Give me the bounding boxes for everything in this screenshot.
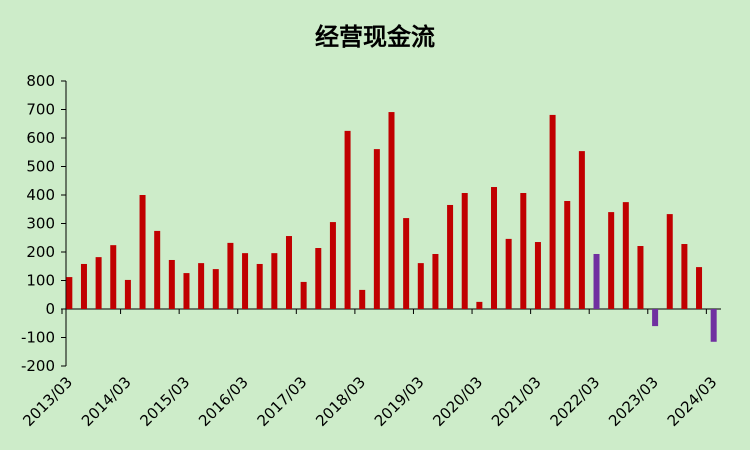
y-tick-label: 600	[26, 129, 55, 147]
x-tick-label: 2023/03	[605, 373, 662, 430]
y-tick-label: 500	[26, 158, 55, 176]
bar	[461, 193, 468, 309]
y-tick-label: 100	[26, 272, 55, 290]
bar	[95, 257, 102, 309]
bar	[520, 193, 527, 309]
x-tick-label: 2021/03	[488, 373, 545, 430]
x-tick-label: 2018/03	[312, 373, 369, 430]
bar	[505, 238, 512, 309]
chart-title: 经营现金流	[315, 23, 435, 51]
y-tick-label: 300	[26, 215, 55, 233]
x-tick-label: 2020/03	[429, 373, 486, 430]
y-tick-label: 700	[26, 101, 55, 119]
bar	[227, 242, 234, 309]
y-tick-label: 400	[26, 186, 55, 204]
y-tick-label: 200	[26, 243, 55, 261]
bar	[608, 212, 615, 309]
bar	[344, 130, 351, 309]
x-tick-label: 2016/03	[195, 373, 252, 430]
bar	[359, 289, 366, 309]
bar	[564, 200, 571, 309]
x-tick-label: 2017/03	[254, 373, 311, 430]
y-tick-label: 800	[26, 72, 55, 90]
bar	[593, 253, 600, 309]
bar	[242, 253, 249, 309]
bar	[110, 245, 117, 309]
x-tick-label: 2015/03	[137, 373, 194, 430]
bar	[666, 214, 673, 309]
bar	[652, 309, 659, 327]
bar	[285, 236, 292, 309]
bar	[329, 222, 336, 309]
bar	[403, 218, 410, 309]
bar	[696, 267, 703, 309]
bar	[710, 309, 717, 342]
bar	[271, 253, 278, 309]
x-tick-label: 2019/03	[371, 373, 428, 430]
bar	[66, 277, 73, 309]
x-tick-label: 2013/03	[19, 373, 76, 430]
bar	[622, 202, 629, 309]
bar	[447, 204, 454, 309]
x-tick-label: 2024/03	[664, 373, 721, 430]
bar	[491, 187, 498, 309]
bar	[681, 244, 688, 309]
bar	[417, 263, 424, 309]
bar	[256, 263, 263, 309]
bar	[388, 112, 395, 309]
bar	[124, 279, 131, 309]
bar	[300, 281, 307, 309]
bar	[534, 242, 541, 309]
bar	[476, 301, 483, 309]
bar	[315, 248, 322, 309]
bar	[373, 149, 380, 309]
y-tick-label: 0	[45, 300, 55, 318]
x-tick-label: 2022/03	[547, 373, 604, 430]
y-tick-label: -100	[21, 329, 55, 347]
bar	[80, 263, 87, 309]
bar	[139, 195, 146, 309]
bar	[578, 151, 585, 309]
bar	[212, 269, 219, 309]
bar	[549, 114, 556, 309]
bar	[168, 259, 175, 309]
bar	[637, 246, 644, 309]
bar	[183, 273, 190, 309]
bar	[432, 253, 439, 309]
bar	[198, 263, 205, 309]
x-tick-label: 2014/03	[78, 373, 135, 430]
y-tick-label: -200	[21, 357, 55, 375]
bar	[154, 230, 161, 309]
